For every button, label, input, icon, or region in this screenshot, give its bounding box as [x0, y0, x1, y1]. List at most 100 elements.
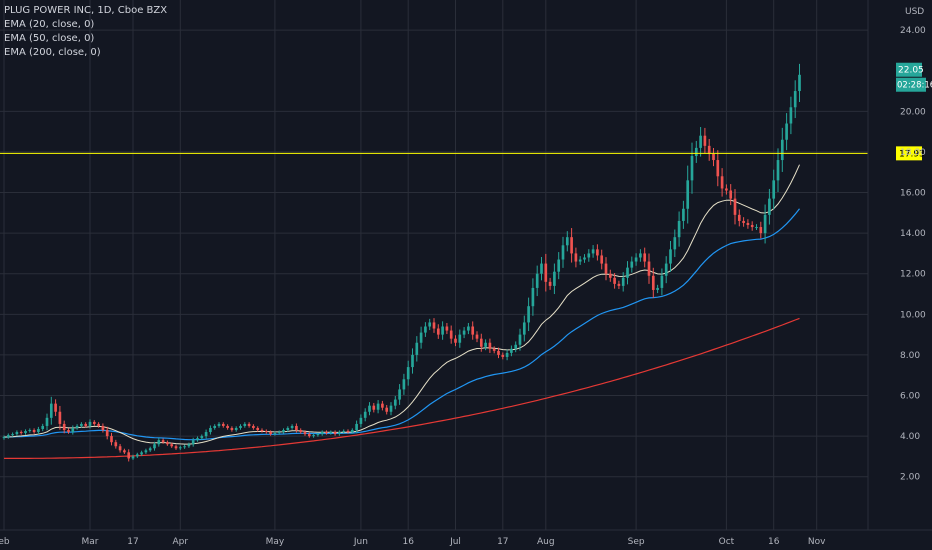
candle-body: [424, 326, 427, 333]
chart-legend: PLUG POWER INC, 1D, Cboe BZX EMA (20, cl…: [4, 4, 167, 60]
candle-body: [737, 214, 741, 221]
candle-body: [299, 430, 303, 433]
candle-body: [750, 225, 754, 228]
candle-body: [789, 107, 793, 124]
candle-body: [333, 432, 337, 435]
candle-body: [312, 435, 315, 437]
x-tick-label: 16: [768, 537, 780, 547]
y-axis: 2.00 4.00 6.00 8.00 10.00 12.00 14.00 16.00 18.0…: [867, 0, 932, 530]
candle-body: [419, 332, 423, 343]
candle-body: [510, 348, 513, 353]
candle-body: [2, 437, 6, 439]
candle-body: [153, 444, 156, 449]
candle-body: [441, 326, 444, 335]
candle-body: [682, 208, 685, 221]
candle-body: [389, 405, 393, 412]
candle-body: [634, 257, 638, 262]
candle-body: [286, 427, 290, 431]
candle-body: [471, 326, 475, 335]
candle-body: [733, 198, 737, 215]
candle-body: [553, 271, 556, 286]
ema50-path: [3, 208, 800, 441]
x-tick-label: 16: [402, 537, 414, 547]
x-tick-label: Sep: [628, 537, 645, 547]
candle-body: [785, 123, 788, 140]
horizontal-line[interactable]: 17.93: [0, 146, 925, 161]
candle-body: [67, 430, 70, 433]
countdown-badge: [896, 77, 926, 92]
candle-body: [359, 417, 363, 424]
candle-body: [398, 389, 401, 400]
candle-body: [411, 354, 414, 368]
candle-body: [729, 190, 733, 199]
candle-body: [406, 367, 410, 380]
candle-body: [307, 434, 311, 437]
candle-body: [497, 350, 500, 355]
candle-body: [488, 342, 492, 349]
candle-body: [277, 432, 281, 434]
countdown-label: 02:28:16: [897, 81, 932, 91]
candle-body: [522, 322, 526, 335]
candle-body: [37, 429, 40, 433]
candle-body: [725, 188, 728, 191]
candle-body: [578, 259, 582, 262]
candle-body: [639, 253, 642, 258]
y-tick-label: 24.00: [900, 26, 926, 36]
candle-body: [565, 237, 569, 246]
candle-body: [342, 431, 346, 433]
candle-body: [540, 263, 543, 274]
candle-body: [626, 267, 629, 278]
candle-body: [234, 427, 238, 431]
candle-body: [432, 322, 436, 329]
hline-label-bg: [896, 146, 922, 161]
candle-body: [92, 421, 96, 424]
y-tick-label: 8.00: [900, 351, 920, 361]
y-tick-label: 2.00: [900, 473, 920, 483]
candle-body: [19, 432, 23, 434]
candle-body: [746, 222, 750, 226]
candle-body: [32, 430, 36, 433]
candle-body: [613, 277, 616, 284]
candle-body: [630, 261, 634, 268]
candle-body: [381, 403, 384, 408]
candle-body: [368, 405, 371, 412]
x-tick-label: 17: [497, 537, 508, 547]
x-axis: eb Mar 17 Apr May Jun 16 Jul 17 Aug Sep Oct 16 Nov: [0, 529, 932, 547]
candle-body: [58, 411, 62, 424]
candle-body: [527, 306, 530, 323]
candle-body: [221, 423, 225, 426]
candle-body: [393, 399, 397, 406]
legend-ema50: EMA (50, close, 0): [4, 33, 95, 44]
candle-body: [252, 425, 255, 428]
candle-body: [15, 432, 19, 435]
candle-body: [282, 430, 285, 433]
candle-body: [170, 444, 174, 447]
candle-body: [664, 263, 668, 276]
candle-body: [656, 287, 659, 290]
candlesticks: [2, 63, 801, 462]
candle-body: [88, 421, 92, 426]
x-tick-label: Jul: [449, 537, 461, 547]
candle-body: [6, 435, 10, 438]
candle-body: [174, 446, 178, 449]
candle-body: [131, 456, 135, 459]
candle-body: [768, 198, 771, 215]
candle-body: [548, 281, 552, 286]
candle-body: [209, 427, 212, 433]
x-tick-label: Aug: [537, 537, 555, 547]
candle-body: [436, 328, 440, 335]
candle-body: [462, 330, 466, 335]
candle-body: [780, 139, 784, 161]
candle-body: [269, 432, 272, 435]
candle-body: [45, 417, 49, 426]
candle-body: [264, 431, 268, 433]
x-tick-label: Oct: [719, 537, 735, 547]
candle-body: [127, 452, 131, 459]
candle-body: [161, 440, 165, 443]
y-tick-label: 12.00: [900, 270, 926, 280]
candle-body: [260, 430, 264, 432]
ema50-line: [3, 208, 800, 441]
y-tick-label: 18.00: [900, 148, 926, 158]
